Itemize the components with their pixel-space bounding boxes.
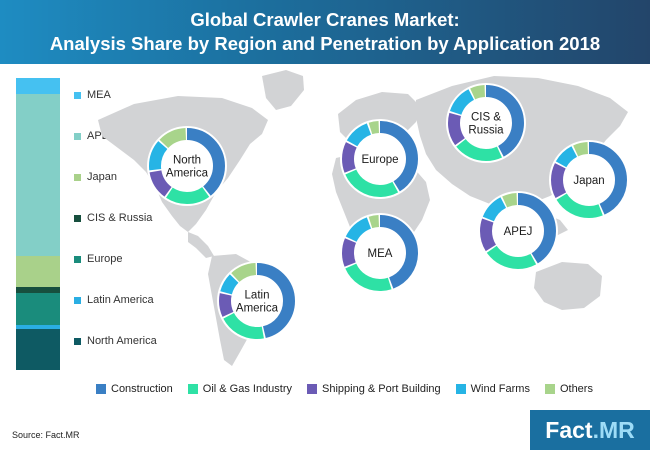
donut-slice-construction xyxy=(342,215,418,291)
donut-slice-construction xyxy=(448,85,524,161)
legend-label: Japan xyxy=(87,171,117,183)
legend-swatch xyxy=(74,215,81,222)
donut-label: America xyxy=(236,303,279,315)
donut-label: Europe xyxy=(361,154,398,166)
region-legend-item: Japan xyxy=(74,170,157,184)
legend-swatch xyxy=(544,384,555,394)
stack-segment-mea xyxy=(16,78,60,95)
donut-apej: APEJ xyxy=(478,191,558,271)
donut-slice-shipping-port-building xyxy=(480,193,556,269)
legend-label: Europe xyxy=(87,253,123,265)
region-legend-item: CIS & Russia xyxy=(74,211,157,225)
donut-label: North xyxy=(173,155,201,167)
donut-slice-oil-gas-industry xyxy=(448,85,524,161)
donut-slice-shipping-port-building xyxy=(448,85,524,161)
logo-mr: .MR xyxy=(592,416,635,443)
legend-swatch xyxy=(74,133,81,140)
title-line-1: Global Crawler Cranes Market: xyxy=(190,9,460,30)
legend-swatch xyxy=(187,384,198,394)
donut-japan: Japan xyxy=(549,140,629,220)
stack-segment-latin-america xyxy=(16,324,60,330)
greenland-shape xyxy=(262,70,304,110)
donut-mea: MEA xyxy=(340,213,420,293)
donut-slice-shipping-port-building xyxy=(342,215,418,291)
donut-slice-oil-gas-industry xyxy=(480,193,556,269)
stack-segment-japan xyxy=(16,256,60,287)
donut-slice-wind-farms xyxy=(149,128,225,204)
region-share-stacked-bar xyxy=(16,78,60,370)
donut-slice-oil-gas-industry xyxy=(342,215,418,291)
donut-slice-oil-gas-industry xyxy=(342,121,418,197)
donut-slice-construction xyxy=(342,121,418,197)
donut-label: America xyxy=(166,168,209,180)
donut-europe: Europe xyxy=(340,119,420,199)
header-banner: Global Crawler Cranes Market: Analysis S… xyxy=(0,0,650,64)
legend-label: North America xyxy=(87,335,157,347)
legend-swatch xyxy=(74,297,81,304)
donut-label: MEA xyxy=(368,248,393,260)
stack-segment-europe xyxy=(16,292,60,325)
region-legend-item: Europe xyxy=(74,252,157,266)
donut-label: Japan xyxy=(573,175,604,187)
region-legend: MEA APEJ Japan CIS & Russia Europe Latin Amer… xyxy=(74,78,184,370)
donut-slice-construction xyxy=(480,193,556,269)
donut-slice-construction xyxy=(149,128,225,204)
donut-label: APEJ xyxy=(504,226,533,238)
donut-slice-construction xyxy=(551,142,627,218)
legend-swatch xyxy=(74,338,81,345)
donut-label: Latin xyxy=(245,290,270,302)
region-legend-item: Latin America xyxy=(74,293,157,307)
donut-slice-shipping-port-building xyxy=(551,142,627,218)
legend-label: Latin America xyxy=(87,294,154,306)
application-legend-item: Wind Farms xyxy=(455,383,530,395)
legend-swatch xyxy=(96,384,106,394)
chart-title: Global Crawler Cranes Market: Analysis S… xyxy=(0,8,650,56)
australia-shape xyxy=(534,262,602,310)
legend-swatch xyxy=(455,384,466,394)
legend-label: CIS & Russia xyxy=(87,212,153,224)
application-legend-item: Shipping & Port Building xyxy=(307,383,441,395)
donut-slice-oil-gas-industry xyxy=(149,128,225,204)
application-legend-item: Others xyxy=(544,383,593,395)
source-note: Source: Fact.MR xyxy=(12,430,80,440)
legend-label: MEA xyxy=(87,89,111,101)
logo-fact: Fact xyxy=(545,416,593,443)
legend-swatch xyxy=(74,174,81,181)
application-legend-item: Oil & Gas Industry xyxy=(187,383,293,395)
legend-label: Construction xyxy=(111,383,173,395)
central-america-shape xyxy=(188,232,214,258)
application-legend-item: Construction xyxy=(96,383,173,395)
legend-swatch xyxy=(74,92,81,99)
donut-slice-oil-gas-industry xyxy=(551,142,627,218)
stack-segment-apej xyxy=(16,94,60,257)
region-legend-item: MEA xyxy=(74,88,157,102)
donut-label: CIS & xyxy=(471,112,501,124)
legend-label: Shipping & Port Building xyxy=(322,383,441,395)
donut-slice-construction xyxy=(219,263,295,339)
donut-cis-russia: CIS &Russia xyxy=(446,83,526,163)
donut-label: Russia xyxy=(468,125,504,137)
legend-swatch xyxy=(307,384,318,394)
donut-slice-shipping-port-building xyxy=(342,121,418,197)
region-legend-item: North America xyxy=(74,334,157,348)
legend-label: Oil & Gas Industry xyxy=(202,383,293,395)
donut-slice-shipping-port-building xyxy=(219,263,295,339)
factmr-logo: Fact .MR xyxy=(530,410,650,450)
donut-slice-oil-gas-industry xyxy=(219,263,295,339)
stack-segment-north-america xyxy=(16,329,60,370)
legend-label: Wind Farms xyxy=(470,383,530,395)
legend-label: Others xyxy=(559,383,593,395)
title-line-2: Analysis Share by Region and Penetration… xyxy=(49,33,601,54)
legend-swatch xyxy=(74,256,81,263)
stack-segment-cis-russia xyxy=(16,286,60,293)
application-legend: Construction Oil & Gas Industry Shipping &… xyxy=(96,381,616,397)
